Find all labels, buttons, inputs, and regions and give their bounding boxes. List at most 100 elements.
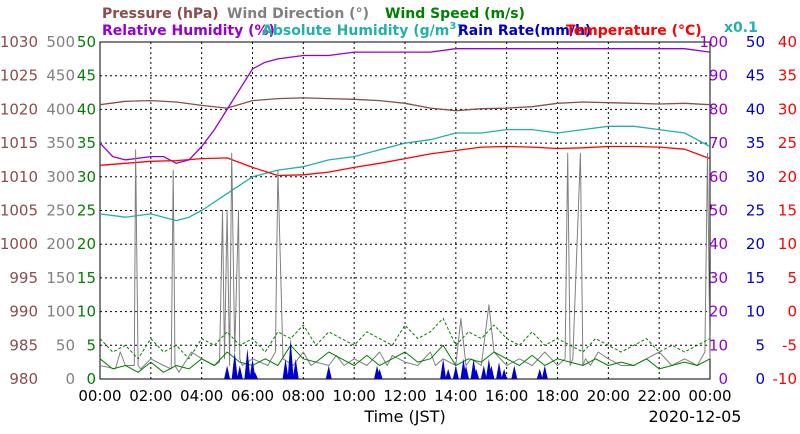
y-tick-wind-speed: 40 [77,100,96,118]
rain-rate-mark [501,368,508,379]
x-tick-label: 02:00 [129,387,172,405]
y-tick-relative-humidity: 40 [709,235,728,253]
y-tick-wind-direction: 350 [46,134,75,152]
rain-rate-mark [249,358,256,379]
y-tick-relative-humidity: 30 [709,269,728,287]
rain-rate-mark [224,365,231,379]
grid [100,42,710,379]
series-wind-speed-m-s [99,344,711,373]
y-tick-pressure: 985 [9,336,38,354]
legend-wind-direction: Wind Direction (°) [227,6,369,22]
x-tick-label: 10:00 [333,387,376,405]
y-tick-relative-humidity: 0 [718,370,728,388]
rain-rate-mark [463,365,469,379]
legend-absolute-humidity-text: Absolute Humidity (g/m [262,23,449,39]
x-tick-label: 14:00 [434,387,477,405]
rain-rate-mark [536,368,543,379]
y-tick-wind-speed: 25 [77,202,96,220]
y-tick-wind-direction: 50 [56,336,75,354]
y-tick-temperature: 20 [778,168,797,186]
y-tick-pressure: 995 [9,269,38,287]
y-tick-rain-rate: 40 [746,100,765,118]
axes-layer: 00:00 02:00 04:00 06:00 08:00 10:00 12:00 14:00… [0,33,797,405]
y-tick-rain-rate: 5 [755,336,765,354]
x-tick-label: 18:00 [536,387,579,405]
y-tick-wind-speed: 10 [77,303,96,321]
rain-rate-mark [488,365,495,379]
y-tick-relative-humidity: 20 [709,303,728,321]
series-temperature-c [99,145,711,177]
y-tick-temperature: -5 [782,336,797,354]
rain-rate-mark [236,365,243,379]
y-tick-rain-rate: 20 [746,235,765,253]
rain-rate-mark [480,365,487,379]
y-tick-relative-humidity: 70 [709,134,728,152]
rain-rate-mark [445,368,452,379]
y-tick-rain-rate: 0 [755,370,765,388]
x-tick-label: 20:00 [587,387,630,405]
series-wind-direction [99,149,711,373]
y-tick-pressure: 1010 [0,168,38,186]
y-tick-temperature: 40 [778,33,797,51]
rain-rate-mark [376,368,383,379]
legend-absolute-humidity-sup: 3 [449,21,456,32]
y-tick-wind-speed: 0 [86,370,96,388]
legend-absolute-humidity-close: ) [456,23,462,39]
y-tick-rain-rate: 45 [746,67,765,85]
y-tick-rain-rate: 50 [746,33,765,51]
y-tick-rain-rate: 35 [746,134,765,152]
x-tick-label: 06:00 [231,387,274,405]
x-tick-label: 22:00 [638,387,681,405]
chart-date: 2020-12-05 [649,407,742,426]
y-tick-rain-rate: 15 [746,269,765,287]
y-tick-pressure: 990 [9,303,38,321]
y-tick-temperature: 35 [778,67,797,85]
y-tick-wind-direction: 100 [46,303,75,321]
legend-scale-note: x0.1 [724,20,758,36]
y-tick-wind-direction: 0 [65,370,75,388]
x-tick-label: 12:00 [383,387,426,405]
rain-rate-mark [287,338,294,379]
legend-pressure: Pressure (hPa) [102,6,219,22]
rain-rate-mark [473,368,480,379]
y-tick-pressure: 980 [9,370,38,388]
y-tick-wind-direction: 150 [46,269,75,287]
y-tick-temperature: 30 [778,100,797,118]
y-tick-temperature: 5 [787,269,797,287]
rain-rate-mark [325,365,332,379]
y-tick-wind-speed: 35 [77,134,96,152]
y-tick-wind-speed: 20 [77,235,96,253]
y-tick-rain-rate: 30 [746,168,765,186]
y-tick-relative-humidity: 80 [709,100,728,118]
y-tick-wind-speed: 5 [86,336,96,354]
series-relative-humidity [99,48,711,164]
y-tick-wind-speed: 45 [77,67,96,85]
legend-rain-rate: Rain Rate(mm/h) [458,23,591,39]
y-tick-temperature: 15 [778,202,797,220]
rain-rate-mark [452,365,459,379]
x-axis-label: Time (JST) [363,407,445,426]
y-tick-relative-humidity: 60 [709,168,728,186]
x-tick-label: 08:00 [282,387,325,405]
y-tick-temperature: 0 [787,303,797,321]
legend-temperature: Temperature (°C) [566,23,702,39]
legend-wind-speed: Wind Speed (m/s) [385,6,525,22]
series-absolute-humidity [99,125,711,222]
y-tick-wind-direction: 450 [46,67,75,85]
y-tick-pressure: 1000 [0,235,38,253]
y-tick-wind-direction: 400 [46,100,75,118]
x-tick-label: 00:00 [688,387,731,405]
rain-rate-mark [541,365,548,379]
y-tick-pressure: 1005 [0,202,38,220]
y-tick-relative-humidity: 100 [699,33,728,51]
series-pressure-hpa [99,97,711,112]
y-tick-relative-humidity: 50 [709,202,728,220]
y-tick-pressure: 1030 [0,33,38,51]
y-tick-wind-speed: 50 [77,33,96,51]
y-tick-pressure: 1015 [0,134,38,152]
y-tick-rain-rate: 25 [746,202,765,220]
rain-rate-mark [252,372,259,379]
y-tick-relative-humidity: 90 [709,67,728,85]
y-tick-pressure: 1025 [0,67,38,85]
